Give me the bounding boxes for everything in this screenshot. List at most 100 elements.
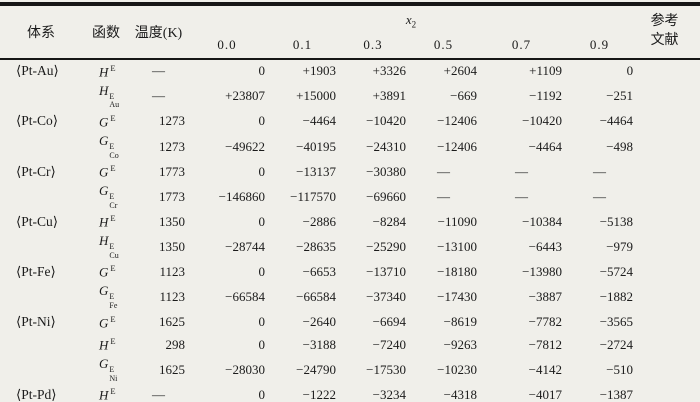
value-cell: 0 [258, 314, 266, 330]
x2-symbol: x [405, 12, 412, 28]
system-cell: ⟨Pt-Fe⟩ [16, 264, 56, 280]
value-cell: −4318 [443, 387, 477, 402]
table-row: H E 298 0 −3188 −7240 −9263 −7812 −2724 [0, 334, 700, 357]
value-cell: 0 [258, 63, 266, 79]
value-cell: +1903 [302, 63, 336, 79]
reference-cell [635, 133, 700, 161]
function-sup-sub: E Cu [109, 242, 119, 260]
value-cell: −17530 [366, 361, 406, 377]
value-cell: — [593, 188, 607, 204]
value-cell: −5138 [599, 213, 634, 229]
value-cell: −117570 [290, 188, 336, 204]
system-cell [0, 83, 82, 111]
value-cell: −510 [606, 361, 634, 377]
value-cell: +3891 [372, 88, 406, 104]
table-row: ⟨Pt-Ni⟩ G E 1625 0 −2640 −6694 −8619 −7782 −3565 [0, 311, 700, 334]
x2-tick: 0.0 [217, 37, 237, 52]
value-cell: −4142 [528, 361, 562, 377]
table-body: ⟨Pt-Au⟩ H E —0 +1903 +3326 +2604 +1109 0 H E Au — +23… [0, 59, 700, 402]
temperature-cell: 1625 [159, 314, 185, 330]
table-row: ⟨Pt-Fe⟩ G E 1123 0 −6653 −13710 −18180 −13980 −57… [0, 261, 700, 284]
value-cell: −28744 [225, 238, 265, 254]
value-cell: −66584 [296, 289, 336, 305]
value-cell: 0 [258, 213, 266, 229]
value-cell: −49622 [225, 138, 265, 154]
value-cell: −10420 [366, 113, 406, 129]
function-base-symbol: G [99, 283, 109, 299]
value-cell: −6653 [302, 264, 336, 280]
value-cell: −5724 [599, 264, 634, 280]
value-cell: −30380 [366, 163, 406, 179]
reference-label-line2: 文献 [650, 33, 679, 48]
system-cell: ⟨Pt-Ni⟩ [16, 314, 56, 330]
value-cell: −28030 [225, 361, 265, 377]
system-cell: ⟨Pt-Pd⟩ [16, 387, 57, 402]
temperature-cell: 1625 [159, 361, 185, 377]
value-cell: −18180 [437, 264, 477, 280]
value-cell: 0 [258, 264, 266, 280]
value-cell: −4464 [302, 113, 336, 129]
value-cell: −10230 [437, 361, 477, 377]
value-cell: −17430 [437, 289, 477, 305]
temperature-cell: 1350 [159, 238, 185, 254]
function-superscript: E [110, 386, 116, 397]
function-superscript: E [110, 263, 116, 274]
table-row: H E Cu 1350 −28744 −28635 −25290 −13100 −6443 −97… [0, 233, 700, 261]
function-sup-sub: E Cr [109, 191, 118, 210]
value-cell: −13137 [296, 163, 336, 179]
value-cell: −25290 [366, 238, 406, 254]
function-base-symbol: G [99, 264, 109, 280]
value-cell: −10384 [522, 213, 562, 229]
function-sup-sub: E Fe [109, 292, 118, 311]
value-cell: +23807 [225, 88, 265, 104]
temperature-cell: — [152, 88, 165, 104]
value-cell: — [437, 188, 450, 204]
function-superscript: E [110, 213, 116, 224]
value-cell: −498 [606, 138, 634, 154]
reference-cell [635, 311, 700, 334]
x2-tick: 0.1 [292, 37, 313, 52]
system-cell: ⟨Pt-Cr⟩ [16, 163, 56, 179]
function-symbol-cell: G E Ni [82, 356, 130, 384]
column-header-function: 函数 [92, 26, 120, 41]
value-cell: −669 [450, 88, 477, 104]
x2-tick: 0.7 [511, 37, 532, 52]
value-cell: 0 [258, 387, 266, 402]
temperature-cell: — [152, 387, 165, 402]
value-cell: −13710 [366, 264, 406, 280]
table-row: G E Ni 1625 −28030 −24790 −17530 −10230 −4142 −51… [0, 356, 700, 384]
table-row: ⟨Pt-Cr⟩ G E 1773 0 −13137 −30380 — — — [0, 160, 700, 183]
x2-tick-row: 0.0 0.1 0.3 0.5 0.7 0.9 [0, 32, 700, 59]
table-row: ⟨Pt-Pd⟩ H E — 0 −1222 −3234 −4318 −4017 −1387 [0, 384, 700, 402]
function-base-symbol: H [99, 337, 109, 353]
value-cell: −37340 [366, 289, 406, 305]
value-cell: −10420 [522, 113, 562, 129]
value-cell: −3234 [372, 387, 406, 402]
function-symbol-cell: G E Cr [82, 183, 130, 211]
function-base-symbol: G [99, 114, 109, 130]
system-cell [0, 356, 82, 384]
value-cell: −11090 [437, 213, 477, 229]
table-row: G E Cr 1773 −146860 −117570 −69660 — — — [0, 183, 700, 211]
column-header-temperature: 温度(K) [134, 26, 183, 41]
value-cell: −13100 [437, 238, 477, 254]
function-superscript: E [110, 112, 116, 123]
value-cell: −24790 [296, 361, 336, 377]
function-base-symbol: H [99, 82, 109, 98]
value-cell: −9263 [443, 336, 477, 352]
function-sup-sub: E Ni [109, 365, 118, 383]
value-cell: −7240 [372, 336, 406, 352]
value-cell: −2640 [302, 314, 336, 330]
value-cell: −1222 [302, 387, 336, 402]
value-cell: −1882 [599, 289, 634, 305]
value-cell: — [515, 163, 528, 179]
value-cell: −8619 [443, 314, 477, 330]
value-cell: 0 [258, 163, 266, 179]
temperature-cell: 1773 [159, 188, 185, 204]
value-cell: −69660 [366, 188, 406, 204]
